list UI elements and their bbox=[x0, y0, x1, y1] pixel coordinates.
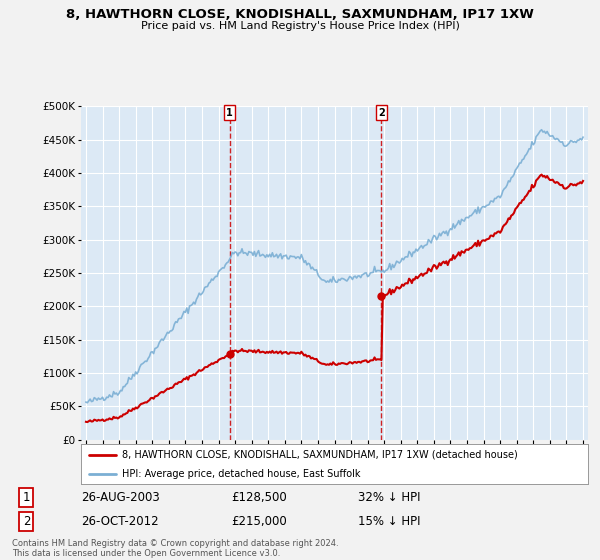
Text: £215,000: £215,000 bbox=[231, 515, 287, 528]
Text: 26-AUG-2003: 26-AUG-2003 bbox=[81, 491, 160, 504]
Text: 8, HAWTHORN CLOSE, KNODISHALL, SAXMUNDHAM, IP17 1XW (detached house): 8, HAWTHORN CLOSE, KNODISHALL, SAXMUNDHA… bbox=[122, 450, 517, 460]
Text: 2: 2 bbox=[23, 515, 30, 528]
Text: 1: 1 bbox=[23, 491, 30, 504]
Text: 32% ↓ HPI: 32% ↓ HPI bbox=[358, 491, 420, 504]
Text: HPI: Average price, detached house, East Suffolk: HPI: Average price, detached house, East… bbox=[122, 469, 360, 478]
Text: £128,500: £128,500 bbox=[231, 491, 287, 504]
Text: Contains HM Land Registry data © Crown copyright and database right 2024.
This d: Contains HM Land Registry data © Crown c… bbox=[12, 539, 338, 558]
Text: 26-OCT-2012: 26-OCT-2012 bbox=[81, 515, 159, 528]
Text: Price paid vs. HM Land Registry's House Price Index (HPI): Price paid vs. HM Land Registry's House … bbox=[140, 21, 460, 31]
Text: 1: 1 bbox=[226, 108, 233, 118]
Text: 15% ↓ HPI: 15% ↓ HPI bbox=[358, 515, 420, 528]
Text: 8, HAWTHORN CLOSE, KNODISHALL, SAXMUNDHAM, IP17 1XW: 8, HAWTHORN CLOSE, KNODISHALL, SAXMUNDHA… bbox=[66, 8, 534, 21]
Text: 2: 2 bbox=[378, 108, 385, 118]
